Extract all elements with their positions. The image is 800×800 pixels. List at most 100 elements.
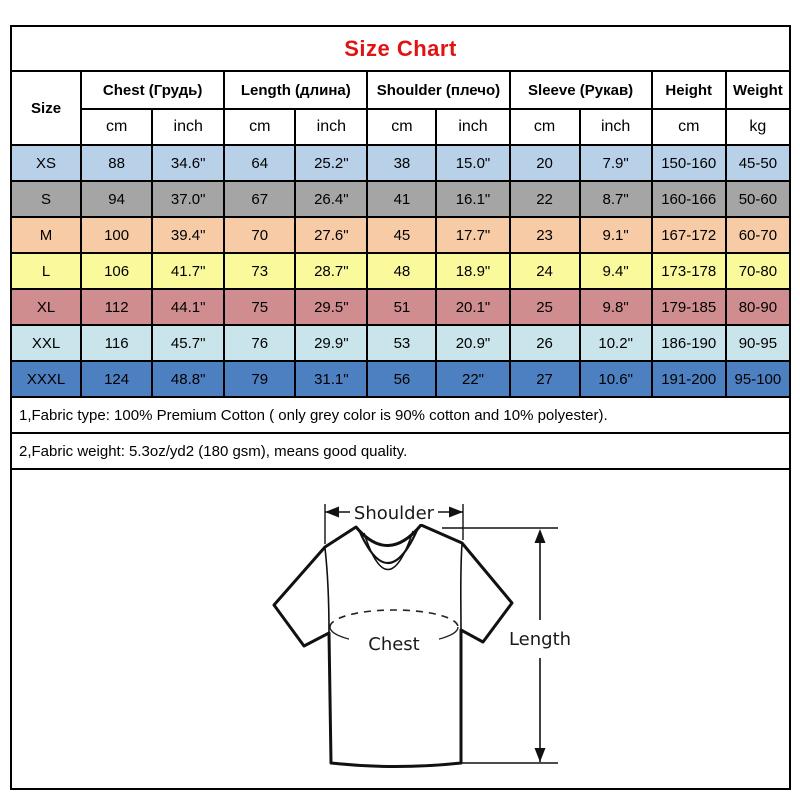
- chest-inch: 39.4": [151, 216, 226, 254]
- chest-cm: 88: [80, 144, 154, 182]
- weight-range: 45-50: [724, 144, 792, 182]
- height-range: 150-160: [650, 144, 727, 182]
- length-inch: 25.2": [294, 144, 369, 182]
- size-chart-table: Size Chart Size Chest (Грудь) Length (дл…: [9, 25, 792, 470]
- size-chart-sheet: Size Chart Size Chest (Грудь) Length (дл…: [9, 25, 792, 790]
- unit-chest-cm: cm: [80, 108, 154, 146]
- header-row-units: cm inch cm inch cm inch cm inch cm kg: [11, 108, 792, 146]
- length-inch: 31.1": [294, 360, 369, 398]
- weight-range: 50-60: [724, 180, 792, 218]
- collar-rib-inner: [363, 530, 414, 571]
- chest-cm: 94: [80, 180, 154, 218]
- length-inch: 28.7": [294, 252, 369, 290]
- size-cell: M: [9, 216, 83, 254]
- shoulder-inch: 18.9": [435, 252, 511, 290]
- chest-ellipse-top: [329, 609, 459, 628]
- sleeve-inch: 9.4": [578, 252, 653, 290]
- unit-height-cm: cm: [650, 108, 727, 146]
- size-row-m: M 100 39.4" 70 27.6" 45 17.7" 23 9.1" 16…: [9, 216, 792, 254]
- unit-shoulder-cm: cm: [366, 108, 438, 146]
- col-header-height: Height: [650, 70, 727, 110]
- shoulder-inch: 20.9": [435, 324, 511, 362]
- unit-sleeve-inch: inch: [578, 108, 653, 146]
- sleeve-inch: 10.6": [578, 360, 653, 398]
- unit-weight-kg: kg: [724, 108, 792, 146]
- length-cm: 76: [223, 324, 297, 362]
- length-inch: 29.5": [294, 288, 369, 326]
- sleeve-cm: 22: [508, 180, 581, 218]
- height-range: 191-200: [650, 360, 727, 398]
- chest-inch: 48.8": [151, 360, 226, 398]
- size-row-xs: XS 88 34.6" 64 25.2" 38 15.0" 20 7.9" 15…: [9, 144, 792, 182]
- weight-range: 60-70: [724, 216, 792, 254]
- length-cm: 73: [223, 252, 297, 290]
- shoulder-cm: 48: [366, 252, 438, 290]
- unit-chest-inch: inch: [151, 108, 226, 146]
- chest-inch: 45.7": [151, 324, 226, 362]
- chest-label: Chest: [368, 634, 420, 655]
- weight-range: 80-90: [724, 288, 792, 326]
- unit-length-inch: inch: [294, 108, 369, 146]
- chest-label-backdrop: [349, 630, 439, 656]
- sleeve-cm: 20: [508, 144, 581, 182]
- shoulder-inch: 20.1": [435, 288, 511, 326]
- size-row-xxl: XXL 116 45.7" 76 29.9" 53 20.9" 26 10.2"…: [9, 324, 792, 362]
- length-inch: 27.6": [294, 216, 369, 254]
- shoulder-label: Shoulder: [354, 503, 435, 524]
- shoulder-cm: 45: [366, 216, 438, 254]
- title-row: Size Chart: [10, 25, 791, 72]
- tshirt-measurement-svg: Chest Shoulder Length: [272, 498, 571, 768]
- collar-rib-outer: [357, 527, 420, 564]
- col-header-weight: Weight: [724, 70, 792, 110]
- size-cell: XXXL: [9, 360, 83, 398]
- size-cell: XL: [9, 288, 83, 326]
- shoulder-arrowhead-right: [449, 506, 463, 518]
- weight-range: 90-95: [724, 324, 792, 362]
- weight-range: 95-100: [724, 360, 792, 398]
- unit-shoulder-inch: inch: [435, 108, 511, 146]
- length-cm: 79: [223, 360, 297, 398]
- shoulder-inch: 17.7": [435, 216, 511, 254]
- size-cell: XXL: [9, 324, 83, 362]
- sleeve-cm: 27: [508, 360, 581, 398]
- shoulder-inch: 22": [435, 360, 511, 398]
- length-inch: 26.4": [294, 180, 369, 218]
- sleeve-inch: 8.7": [578, 180, 653, 218]
- sleeve-inch: 10.2": [578, 324, 653, 362]
- length-cm: 70: [223, 216, 297, 254]
- chest-cm: 116: [80, 324, 154, 362]
- height-range: 186-190: [650, 324, 727, 362]
- size-row-xl: XL 112 44.1" 75 29.5" 51 20.1" 25 9.8" 1…: [9, 288, 792, 326]
- length-cm: 64: [223, 144, 297, 182]
- sleeve-cm: 24: [508, 252, 581, 290]
- shoulder-cm: 38: [366, 144, 438, 182]
- chest-cm: 124: [80, 360, 154, 398]
- chest-inch: 37.0": [151, 180, 226, 218]
- sleeve-cm: 26: [508, 324, 581, 362]
- shoulder-inch: 16.1": [435, 180, 511, 218]
- sleeve-inch: 9.1": [578, 216, 653, 254]
- unit-sleeve-cm: cm: [508, 108, 581, 146]
- sleeve-inch: 7.9": [578, 144, 653, 182]
- size-cell: L: [9, 252, 83, 290]
- length-cm: 67: [223, 180, 297, 218]
- chest-cm: 100: [80, 216, 154, 254]
- height-range: 173-178: [650, 252, 727, 290]
- col-header-chest: Chest (Грудь): [80, 70, 226, 110]
- size-row-s: S 94 37.0" 67 26.4" 41 16.1" 22 8.7" 160…: [9, 180, 792, 218]
- size-row-l: L 106 41.7" 73 28.7" 48 18.9" 24 9.4" 17…: [9, 252, 792, 290]
- shoulder-arrowhead-left: [325, 506, 339, 518]
- chest-inch: 34.6": [151, 144, 226, 182]
- col-header-shoulder: Shoulder (плечо): [366, 70, 511, 110]
- right-sleeve-seam: [459, 543, 463, 631]
- shoulder-label-backdrop: [350, 498, 438, 524]
- fabric-type-note: 1,Fabric type: 100% Premium Cotton ( onl…: [10, 396, 791, 434]
- col-header-sleeve: Sleeve (Рукав): [508, 70, 653, 110]
- col-header-length: Length (длина): [223, 70, 369, 110]
- size-cell: S: [9, 180, 83, 218]
- length-label: Length: [509, 629, 571, 650]
- chest-inch: 41.7": [151, 252, 226, 290]
- length-arrowhead-down: [534, 748, 546, 762]
- length-arrowhead-up: [534, 529, 546, 543]
